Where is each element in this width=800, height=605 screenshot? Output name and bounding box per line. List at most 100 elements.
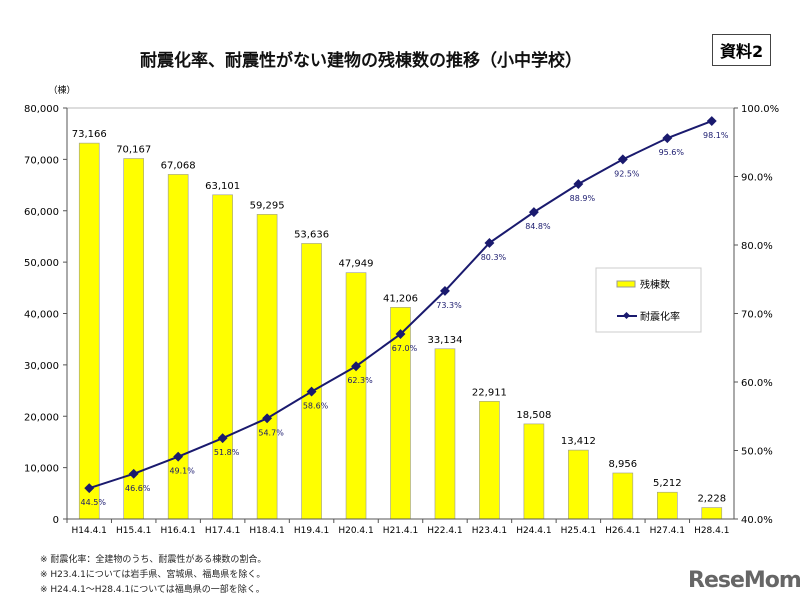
bar	[612, 472, 634, 520]
x-tick-label: H25.4.1	[561, 526, 596, 536]
bar	[523, 423, 545, 520]
x-tick-label: H23.4.1	[472, 526, 507, 536]
x-tick-label: H21.4.1	[383, 526, 418, 536]
logo: ReseMom	[688, 568, 800, 593]
bar	[78, 142, 100, 520]
document-badge: 資料2	[712, 34, 772, 66]
x-tick-label: H18.4.1	[249, 526, 284, 536]
footnotes: ※ 耐震化率：全建物のうち、耐震性がある棟数の割合。 ※ H23.4.1について…	[40, 553, 266, 598]
x-tick-label: H24.4.1	[516, 526, 551, 536]
bar-label: 18,508	[516, 410, 551, 421]
rate-label: 46.6%	[125, 484, 151, 493]
x-tick-label: H19.4.1	[294, 526, 329, 536]
rate-label: 62.3%	[347, 376, 373, 385]
bar	[568, 449, 589, 520]
bar-label: 2,228	[697, 494, 726, 505]
x-tick-label: H28.4.1	[694, 526, 729, 536]
rate-label: 95.6%	[659, 148, 685, 157]
rate-label: 49.1%	[169, 467, 195, 476]
bar	[479, 400, 500, 520]
rate-label: 88.9%	[570, 194, 596, 203]
bar-label: 63,101	[205, 181, 240, 192]
y-tick-label: 70,000	[24, 155, 59, 166]
bar-label: 59,295	[250, 200, 285, 211]
bar-label: 5,212	[653, 478, 682, 489]
chart-title: 耐震化率、耐震性がない建物の残棟数の推移（小中学校）	[140, 51, 582, 71]
bar	[212, 194, 233, 520]
y-tick-label: 50,000	[24, 258, 59, 269]
rate-marker	[662, 133, 673, 144]
rate-label: 80.3%	[481, 253, 507, 262]
rate-label: 58.6%	[303, 402, 329, 411]
y-tick-label: 80,000	[24, 104, 59, 115]
y2-tick-label: 100.0%	[741, 104, 779, 115]
y-tick-label: 40,000	[24, 310, 59, 321]
y-axis-label: （棟）	[48, 84, 75, 96]
rate-label: 67.0%	[392, 344, 418, 353]
y-tick-label: 0	[53, 515, 59, 526]
y-tick-label: 10,000	[24, 464, 59, 475]
x-tick-label: H16.4.1	[160, 526, 195, 536]
legend-bar-swatch	[616, 280, 636, 288]
legend	[595, 267, 702, 333]
bar	[701, 507, 723, 520]
rate-label: 54.7%	[258, 428, 284, 437]
footnote: ※ H23.4.1については岩手県、宮城県、福島県を除く。	[40, 570, 266, 580]
y-tick-label: 60,000	[24, 207, 59, 218]
footnote: ※ 耐震化率：全建物のうち、耐震性がある棟数の割合。	[40, 555, 267, 565]
bar	[301, 243, 322, 520]
y-tick-label: 20,000	[24, 412, 59, 423]
bar-label: 22,911	[472, 387, 507, 398]
rate-marker	[528, 207, 539, 218]
y-tick-label: 30,000	[24, 361, 59, 372]
bar-label: 53,636	[294, 229, 329, 240]
rate-marker	[617, 154, 628, 165]
y2-tick-label: 60.0%	[741, 378, 773, 389]
rate-label: 84.8%	[525, 222, 551, 231]
bar-label: 70,167	[116, 145, 151, 156]
rate-label: 51.8%	[214, 448, 240, 457]
rate-label: 73.3%	[436, 301, 462, 310]
rate-marker	[262, 413, 273, 424]
x-tick-label: H17.4.1	[205, 526, 240, 536]
x-tick-label: H14.4.1	[72, 526, 107, 536]
bar-label: 33,134	[427, 335, 462, 346]
bar-label: 13,412	[561, 436, 596, 447]
rate-marker	[395, 329, 406, 339]
bar-label: 47,949	[339, 259, 374, 270]
y2-tick-label: 50.0%	[741, 447, 773, 458]
bar-label: 73,166	[72, 129, 107, 140]
rate-marker	[706, 116, 717, 126]
x-tick-label: H15.4.1	[116, 526, 151, 536]
rate-marker	[128, 468, 139, 479]
legend-marker	[622, 311, 631, 320]
legend-line-label: 耐震化率	[640, 310, 680, 323]
footnote: ※ H24.4.1～H28.4.1については福島県の一部を除く。	[40, 585, 265, 595]
bar-label: 8,956	[609, 459, 638, 470]
x-tick-label: H20.4.1	[338, 526, 373, 536]
rate-marker	[306, 386, 317, 397]
rate-marker	[573, 179, 584, 189]
rate-marker	[440, 285, 450, 296]
rate-marker	[484, 237, 495, 248]
x-tick-label: H22.4.1	[427, 526, 462, 536]
bar-label: 67,068	[161, 160, 196, 171]
bar	[434, 348, 456, 520]
bar-label: 41,206	[383, 293, 418, 304]
rate-marker	[217, 433, 228, 444]
x-tick-label: H26.4.1	[605, 526, 640, 536]
bar	[256, 214, 278, 520]
y2-tick-label: 40.0%	[741, 515, 773, 526]
bar	[123, 158, 144, 520]
y2-tick-label: 70.0%	[741, 310, 773, 321]
rate-marker	[351, 361, 361, 372]
rate-label: 98.1%	[703, 131, 729, 140]
rate-marker	[173, 451, 184, 462]
legend-bar-label: 残棟数	[640, 278, 670, 291]
y2-tick-label: 90.0%	[741, 173, 773, 184]
rate-label: 44.5%	[81, 498, 107, 507]
x-tick-label: H27.4.1	[650, 526, 685, 536]
rate-label: 92.5%	[614, 169, 640, 178]
